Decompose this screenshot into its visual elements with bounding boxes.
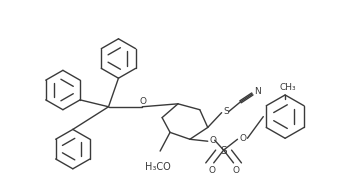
- Text: O: O: [208, 166, 215, 175]
- Text: O: O: [210, 136, 217, 145]
- Text: O: O: [232, 166, 239, 175]
- Text: O: O: [239, 134, 246, 143]
- Text: H₃CO: H₃CO: [145, 162, 171, 172]
- Text: CH₃: CH₃: [280, 83, 296, 92]
- Text: S: S: [224, 107, 229, 116]
- Text: O: O: [140, 97, 147, 106]
- Text: N: N: [254, 87, 261, 96]
- Text: S: S: [220, 146, 227, 156]
